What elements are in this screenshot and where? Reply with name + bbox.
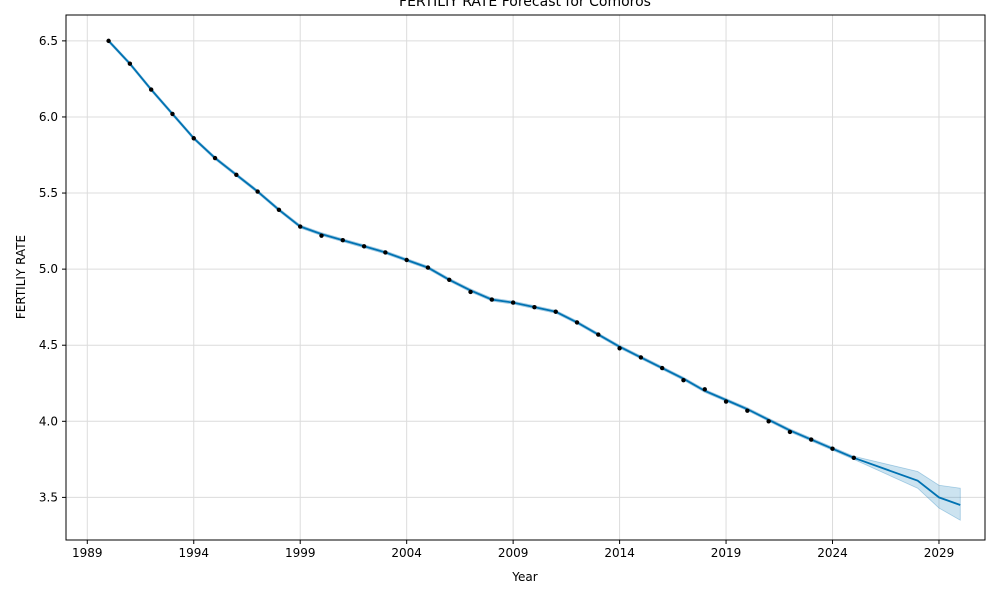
observed-point — [170, 111, 175, 117]
observed-point — [659, 365, 665, 371]
y-tick-label: 5.5 — [39, 186, 58, 200]
observed-point — [148, 87, 154, 92]
x-tick-label: 2004 — [391, 546, 422, 560]
x-axis-ticks: 1989 1994 1999 2004 2009 2014 2019 2024 2029 — [72, 540, 954, 560]
observed-point — [276, 207, 282, 212]
observed-point — [723, 399, 729, 404]
grid-lines — [66, 15, 985, 540]
observed-point — [702, 387, 707, 392]
x-tick-label: 1994 — [178, 546, 209, 560]
y-tick-label: 3.5 — [39, 490, 58, 504]
observed-point — [532, 304, 537, 310]
y-tick-label: 4.5 — [39, 338, 58, 352]
observed-points — [106, 38, 857, 461]
plot-frame — [65, 14, 986, 541]
observed-point — [553, 309, 558, 314]
observed-point — [766, 419, 771, 424]
observed-point — [787, 429, 793, 435]
observed-point — [489, 297, 495, 302]
observed-point — [404, 257, 409, 263]
observed-point — [340, 238, 345, 243]
observed-point — [319, 233, 324, 238]
y-tick-label: 6.0 — [39, 110, 58, 124]
observed-point — [468, 289, 473, 295]
y-tick-label: 4.0 — [39, 414, 58, 428]
observed-point — [830, 446, 835, 451]
observed-point — [574, 320, 580, 325]
observed-point — [212, 155, 218, 161]
observed-point — [106, 38, 111, 44]
observed-point — [234, 172, 239, 177]
observed-point — [510, 300, 516, 305]
observed-point — [127, 61, 133, 66]
x-tick-label: 1999 — [285, 546, 316, 560]
y-tick-label: 6.5 — [39, 34, 58, 48]
observed-point — [596, 332, 601, 337]
observed-point — [255, 189, 260, 194]
y-axis-ticks: 3.5 4.0 4.5 5.0 5.5 6.0 6.5 — [39, 34, 66, 504]
observed-point — [638, 355, 644, 360]
observed-point — [361, 244, 367, 249]
observed-point — [681, 378, 686, 383]
observed-point — [617, 346, 622, 351]
observed-point — [383, 250, 388, 255]
observed-point — [851, 455, 857, 461]
x-tick-label: 2029 — [924, 546, 955, 560]
x-tick-label: 1989 — [72, 546, 103, 560]
observed-point — [425, 265, 431, 270]
chart-title: FERTILIY RATE Forecast for Comoros — [399, 0, 651, 10]
y-axis-label: FERTILIY RATE — [14, 235, 28, 319]
y-tick-label: 5.0 — [39, 262, 58, 276]
x-tick-label: 2024 — [817, 546, 848, 560]
observed-point — [298, 224, 303, 229]
x-tick-label: 2019 — [711, 546, 742, 560]
observed-point — [745, 408, 750, 413]
x-tick-label: 2014 — [604, 546, 635, 560]
x-tick-label: 2009 — [498, 546, 529, 560]
observed-point — [809, 437, 814, 442]
observed-point — [191, 136, 196, 141]
observed-point — [447, 277, 452, 282]
x-axis-label: Year — [511, 570, 537, 584]
